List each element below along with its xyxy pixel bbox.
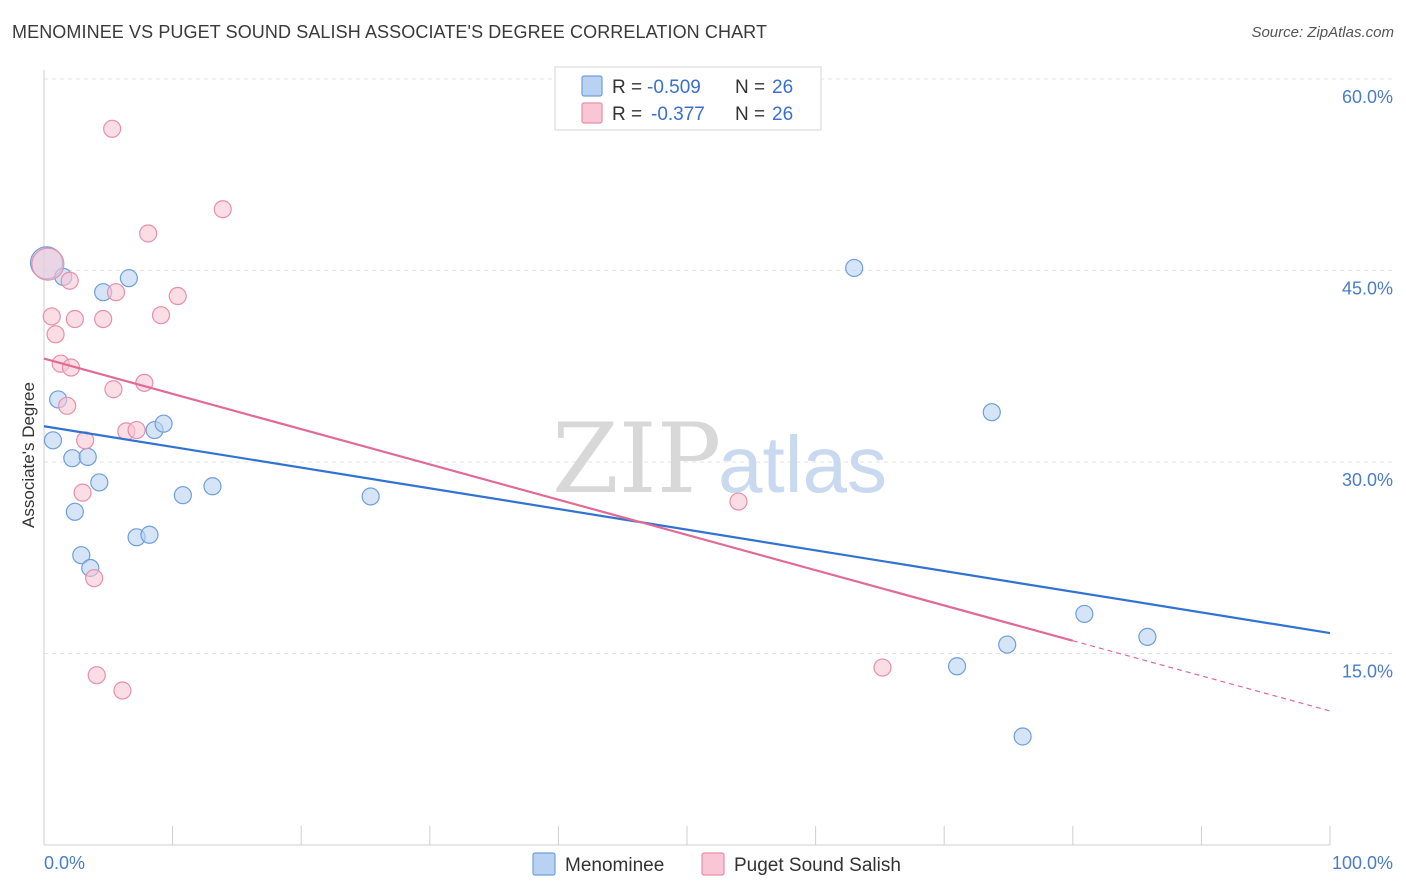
series-legend-salish: Puget Sound Salish [734,855,901,876]
correlation-legend: R = -0.509 N = 26 R = -0.377 N = 26 [554,66,822,131]
points-layer [29,119,1157,746]
axis-layer: 15.0% 30.0% 45.0% 60.0% 0.0% 100.0% [43,70,1393,873]
legend-r-label-2: R = [612,104,642,125]
salish-point-4 [60,271,79,290]
salish-trend-extension [1072,640,1331,712]
salish-point-5 [106,283,126,302]
menominee-point-17 [203,477,222,496]
x-tick-label-100: 100.0% [1332,853,1393,873]
menominee-point-13 [140,525,159,544]
y-tick-label-45: 45.0% [1342,279,1393,299]
series-legend: Menominee Puget Sound Salish [532,852,901,876]
legend-r-value-1: -0.509 [647,77,701,98]
salish-point-8 [65,309,84,329]
salish-point-18 [127,420,146,440]
series-legend-swatch-salish [701,852,725,876]
menominee-point-20 [982,403,1001,422]
menominee-point-19 [845,258,864,278]
menominee-point-5 [78,447,97,466]
salish-point-25 [113,681,132,700]
y-tick-label-60: 60.0% [1342,87,1393,107]
y-axis-label: Associate's Degree [19,382,38,528]
legend-swatch-menominee [581,75,603,97]
salish-point-0 [31,247,65,281]
y-tick-label-15: 15.0% [1342,662,1393,682]
legend-n-value-1: 26 [772,77,793,98]
salish-point-7 [42,307,61,326]
y-tick-label-30: 30.0% [1342,470,1393,490]
salish-point-20 [73,483,92,502]
menominee-point-15 [154,414,173,433]
trend-layer [43,357,1331,712]
source-label: Source: ZipAtlas.com [1251,24,1394,41]
salish-point-16 [58,396,77,415]
menominee-point-18 [361,487,380,506]
legend-r-label-1: R = [612,77,642,98]
series-legend-swatch-menominee [532,852,556,876]
watermark-atlas: atlas [718,420,887,509]
menominee-point-16 [173,486,192,505]
legend-n-value-2: 26 [772,104,793,125]
salish-point-9 [94,309,113,329]
watermark-zip: ZIP [552,403,721,515]
salish-point-23 [873,658,892,677]
menominee-point-25 [1138,627,1157,647]
salish-point-15 [104,380,123,399]
salish-point-10 [151,306,171,325]
menominee-point-2 [43,431,63,450]
menominee-point-6 [65,502,84,521]
salish-point-6 [168,286,187,306]
salish-point-21 [85,569,104,588]
menominee-point-11 [119,269,138,288]
salish-point-24 [87,666,106,685]
salish-point-11 [46,325,65,344]
salish-point-3 [139,224,158,243]
salish-point-2 [213,200,232,219]
series-legend-menominee: Menominee [565,855,664,876]
menominee-point-21 [947,657,967,676]
salish-trend-line [43,357,1074,642]
salish-point-1 [103,119,122,138]
menominee-point-22 [998,635,1017,654]
legend-r-value-2: -0.377 [651,104,705,125]
salish-point-22 [729,492,748,511]
watermark: ZIP atlas [552,403,887,515]
x-tick-label-0: 0.0% [44,853,85,873]
menominee-point-4 [63,449,82,468]
menominee-point-8 [72,546,91,565]
grid-layer [44,78,1395,654]
menominee-point-7 [90,473,109,492]
legend-swatch-salish [581,102,603,124]
menominee-trend-line [43,425,1331,635]
legend-n-label-2: N = [735,104,765,125]
menominee-point-23 [1013,727,1032,746]
legend-n-label-1: N = [735,77,765,98]
menominee-point-24 [1075,604,1094,624]
chart-title: MENOMINEE VS PUGET SOUND SALISH ASSOCIAT… [12,22,768,42]
